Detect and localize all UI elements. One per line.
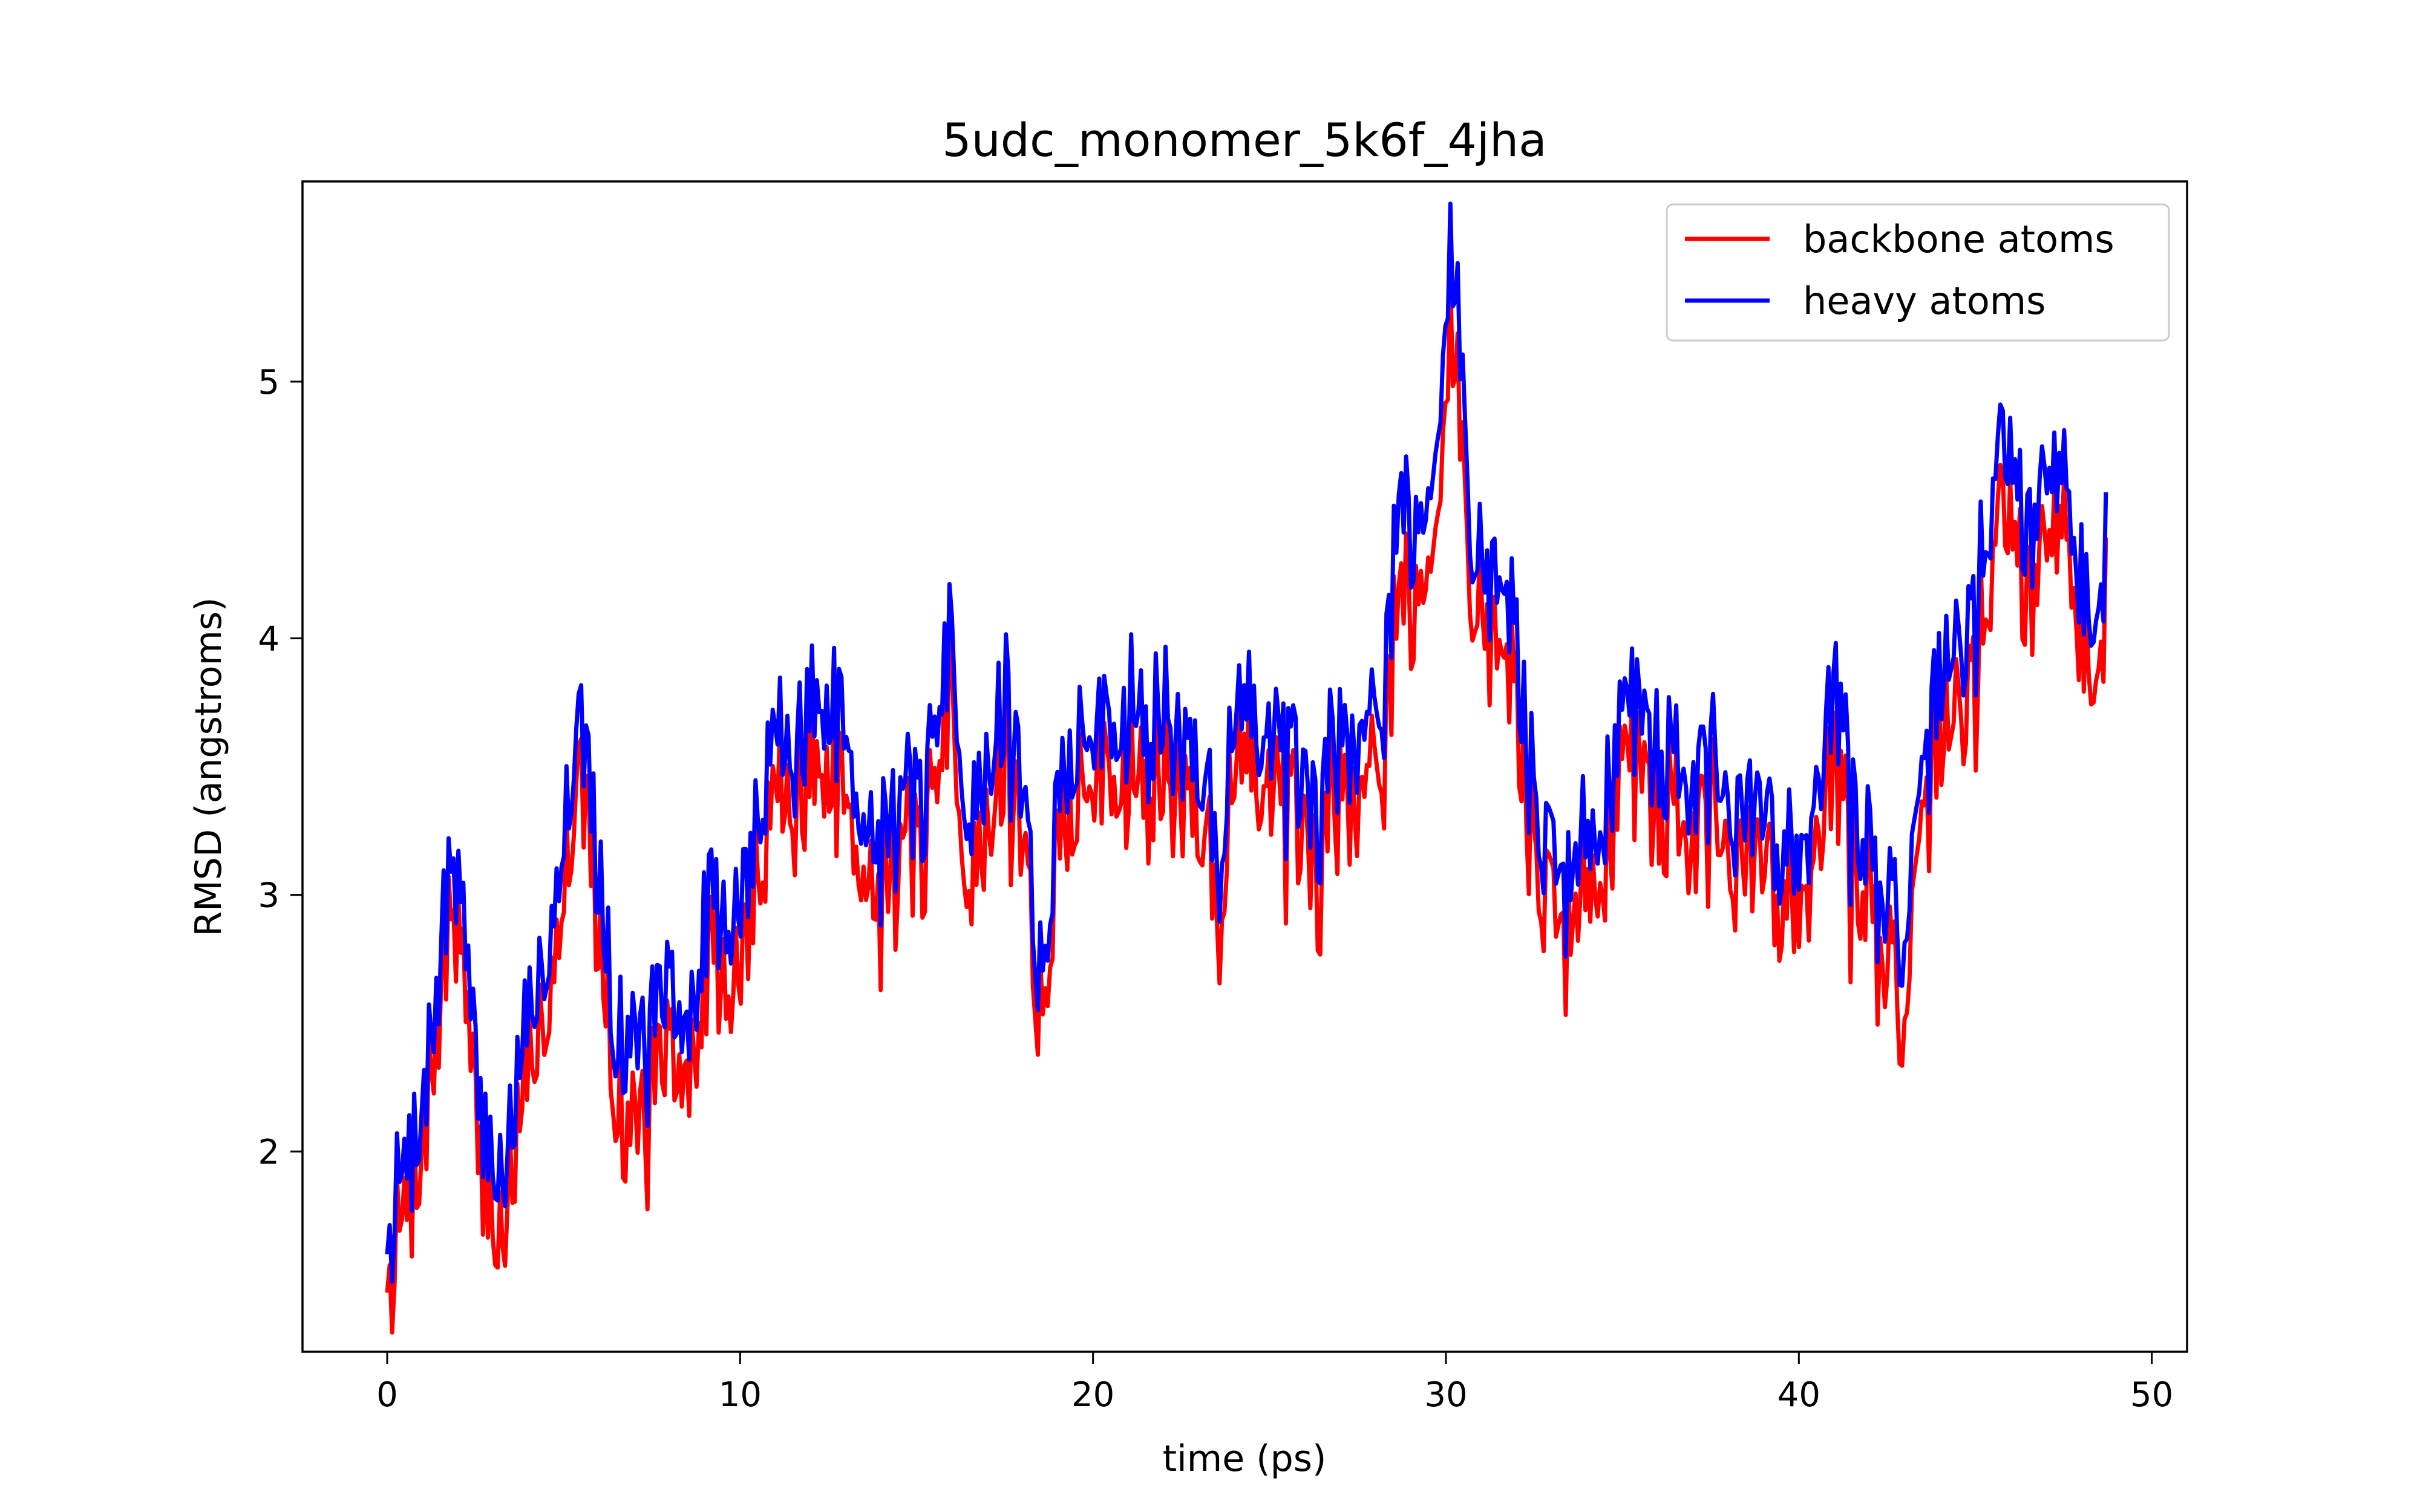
plot-frame xyxy=(301,180,2188,1353)
legend-label-backbone: backbone atoms xyxy=(1803,217,2114,261)
x-tick-label: 20 xyxy=(1071,1375,1114,1415)
series-line-heavy xyxy=(385,201,2108,1284)
legend-label-heavy: heavy atoms xyxy=(1803,279,2046,323)
x-tick-label: 10 xyxy=(719,1375,762,1415)
y-tick-label: 3 xyxy=(258,876,280,916)
y-axis-ticks: 2 3 4 5 xyxy=(258,363,302,1172)
series-layer xyxy=(385,201,2108,1335)
x-tick-label: 40 xyxy=(1777,1375,1820,1415)
legend-box xyxy=(1666,203,2170,342)
y-axis-label: RMSD (angstroms) xyxy=(188,597,230,936)
x-tick-label: 0 xyxy=(376,1375,398,1415)
x-tick-label: 50 xyxy=(2130,1375,2173,1415)
x-axis-ticks: 0 10 20 30 40 50 xyxy=(376,1352,2173,1415)
chart-title: 5udc_monomer_5k6f_4jha xyxy=(942,113,1546,167)
y-tick-label: 5 xyxy=(258,363,280,402)
x-tick-label: 30 xyxy=(1424,1375,1467,1415)
legend: backbone atoms heavy atoms xyxy=(1666,203,2170,342)
series-line-backbone xyxy=(385,272,2108,1335)
y-tick-label: 2 xyxy=(258,1133,280,1172)
y-tick-label: 4 xyxy=(258,619,280,659)
x-axis-label: time (ps) xyxy=(1163,1438,1327,1480)
